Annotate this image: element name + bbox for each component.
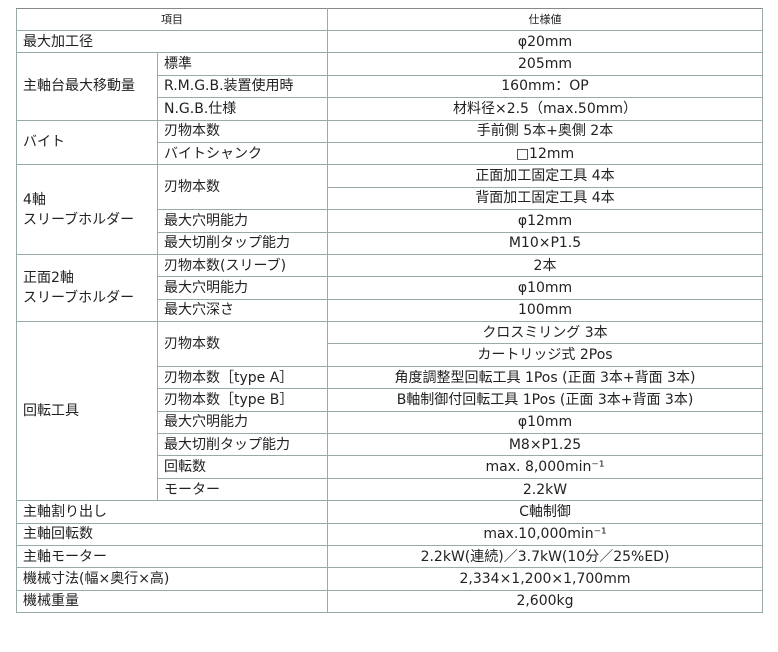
spec-value: φ20mm: [327, 29, 763, 54]
header-item: 項目: [16, 8, 328, 31]
spec-value: クロスミリング 3本: [327, 321, 763, 345]
header-spec: 仕様値: [327, 8, 763, 31]
item-name: バイトシャンク: [157, 141, 328, 166]
group-label: 回転工具: [16, 321, 158, 502]
group-label: 主軸割り出し: [16, 500, 328, 524]
spec-value: M10×P1.5: [327, 231, 763, 255]
spec-value: B軸制御付回転工具 1Pos (正面 3本+背面 3本): [327, 388, 763, 412]
row: 機械重量 2,600kg: [16, 589, 763, 614]
spec-value: 2.2kW: [327, 477, 763, 502]
group-label: 機械寸法(幅×奥行×高): [16, 567, 328, 591]
group-label: 最大加工径: [16, 29, 328, 54]
group-label: 機械重量: [16, 589, 328, 614]
item-name: 刃物本数(スリーブ): [157, 253, 328, 278]
row: 最大穴明能力 φ10mm: [17, 410, 763, 435]
spec-value: 160mm：OP: [327, 74, 763, 99]
group-label: バイト: [16, 119, 158, 166]
row: 最大穴明能力 φ12mm: [17, 209, 763, 233]
item-name: 最大切削タップ能力: [157, 433, 328, 457]
spec-value: 100mm: [327, 298, 763, 323]
row: N.G.B.仕様 材料径×2.5（max.50mm）: [17, 97, 763, 121]
item-name: 回転数: [157, 455, 328, 479]
spec-value: □12mm: [327, 141, 763, 166]
item-name: R.M.G.B.装置使用時: [157, 74, 328, 99]
spec-value: C軸制御: [327, 500, 763, 524]
row: 刃物本数［type B］ B軸制御付回転工具 1Pos (正面 3本+背面 3本): [17, 388, 763, 412]
row: 回転工具 刃物本数 クロスミリング 3本: [16, 321, 763, 502]
row: 最大加工径 φ20mm: [16, 29, 763, 54]
row: 最大切削タップ能力 M10×P1.5: [17, 231, 763, 255]
group-label: 主軸回転数: [16, 522, 328, 546]
spec-value: 正面加工固定工具 4本: [327, 164, 763, 188]
row: モーター 2.2kW: [17, 477, 763, 502]
item-name: 刃物本数［type B］: [157, 388, 328, 412]
row: 主軸回転数 max.10,000min⁻¹: [16, 522, 763, 546]
item-name: 最大穴深さ: [157, 298, 328, 323]
row: 4軸 スリーブホルダー 刃物本数 正面加工固定工具 4本: [16, 164, 763, 255]
table-body: 項目 仕様値 最大加工径 φ20mm 主軸台最大移動量 標準 205mm R.M.G.B.…: [16, 8, 763, 614]
spec-value: φ12mm: [327, 209, 763, 233]
spec-value: φ10mm: [327, 276, 763, 300]
spec-value: 背面加工固定工具 4本: [327, 186, 763, 211]
spec-value: max.10,000min⁻¹: [327, 522, 763, 546]
spec-value: 材料径×2.5（max.50mm）: [327, 97, 763, 121]
row: 主軸モーター 2.2kW(連続)／3.7kW(10分／25%ED): [16, 544, 763, 569]
item-name: 最大切削タップ能力: [157, 231, 328, 255]
spec-value: 手前側 5本+奥側 2本: [327, 119, 763, 143]
row: 回転数 max. 8,000min⁻¹: [17, 455, 763, 479]
row: バイトシャンク □12mm: [17, 141, 763, 166]
item-name: 刃物本数: [157, 321, 328, 367]
row: 最大穴明能力 φ10mm: [17, 276, 763, 300]
item-name: 標準: [157, 52, 328, 76]
spec-value: 205mm: [327, 52, 763, 76]
item-name: 最大穴明能力: [157, 410, 328, 435]
group-label: 4軸 スリーブホルダー: [16, 164, 158, 255]
spec-value: 2本: [327, 253, 763, 278]
item-name: 刃物本数: [157, 164, 328, 211]
row: 最大穴深さ 100mm: [17, 298, 763, 323]
row: 機械寸法(幅×奥行×高) 2,334×1,200×1,700mm: [16, 567, 763, 591]
item-name: モーター: [157, 477, 328, 502]
item-name: 最大穴明能力: [157, 276, 328, 300]
row: カートリッジ式 2Pos: [17, 343, 763, 367]
row: 刃物本数［type A］ 角度調整型回転工具 1Pos (正面 3本+背面 3本): [17, 365, 763, 390]
group-label: 正面2軸 スリーブホルダー: [16, 253, 158, 323]
group-label: 主軸モーター: [16, 544, 328, 569]
item-name: 最大穴明能力: [157, 209, 328, 233]
spec-value: 2.2kW(連続)／3.7kW(10分／25%ED): [327, 544, 763, 569]
spec-value: カートリッジ式 2Pos: [327, 343, 763, 367]
spec-value: 角度調整型回転工具 1Pos (正面 3本+背面 3本): [327, 365, 763, 390]
header-row: 項目 仕様値: [16, 8, 763, 31]
item-name: 刃物本数: [157, 119, 328, 143]
row: 主軸台最大移動量 標準 205mm: [16, 52, 763, 121]
spec-value: M8×P1.25: [327, 433, 763, 457]
item-name: N.G.B.仕様: [157, 97, 328, 121]
spec-value: 2,334×1,200×1,700mm: [327, 567, 763, 591]
group-label: 主軸台最大移動量: [16, 52, 158, 121]
spec-table: 項目 仕様値 最大加工径 φ20mm 主軸台最大移動量 標準 205mm R.M.G.B.…: [16, 8, 763, 614]
spec-value: max. 8,000min⁻¹: [327, 455, 763, 479]
row: 正面2軸 スリーブホルダー 刃物本数(スリーブ) 2本: [16, 253, 763, 323]
row: 主軸割り出し C軸制御: [16, 500, 763, 524]
spec-value: φ10mm: [327, 410, 763, 435]
row: バイト 刃物本数 手前側 5本+奥側 2本: [16, 119, 763, 166]
item-name: 刃物本数［type A］: [157, 365, 328, 390]
row: 最大切削タップ能力 M8×P1.25: [17, 433, 763, 457]
spec-value: 2,600kg: [327, 589, 763, 614]
